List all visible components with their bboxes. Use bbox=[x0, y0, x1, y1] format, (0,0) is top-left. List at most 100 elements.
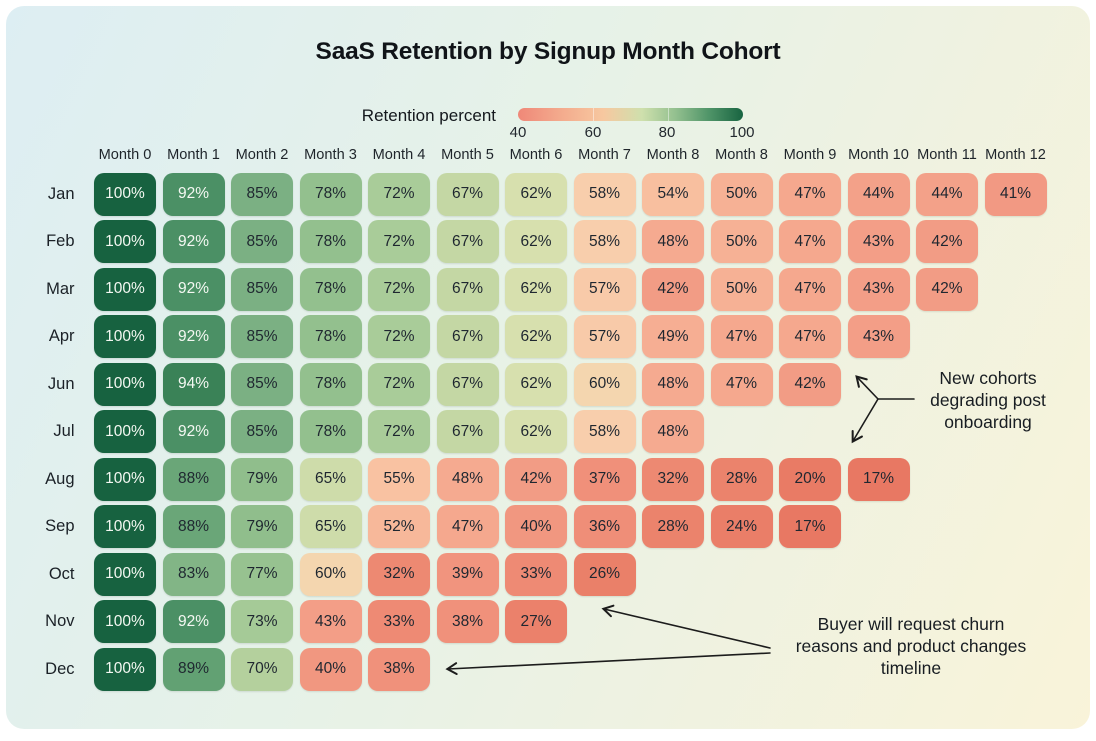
heatmap-cell: 85% bbox=[231, 410, 293, 453]
heatmap-cell: 48% bbox=[642, 362, 704, 406]
heatmap-col-header: Month 9 bbox=[783, 147, 837, 163]
heatmap-col-header: Month 3 bbox=[304, 147, 357, 163]
heatmap-empty-cell bbox=[916, 458, 978, 501]
cohort-heatmap: Month 0 Month 1 Month 2 Month 3 Month 4 Month… bbox=[10, 142, 1047, 691]
heatmap-cell: 24% bbox=[710, 505, 773, 548]
heatmap-cell: 42% bbox=[779, 362, 841, 406]
heatmap-cell: 60% bbox=[299, 552, 362, 596]
heatmap-cell: 100% bbox=[94, 172, 156, 216]
heatmap-cell: 42% bbox=[642, 267, 704, 311]
heatmap-col-header: Month 5 bbox=[441, 147, 494, 163]
heatmap-empty-cell bbox=[711, 553, 773, 596]
heatmap-empty-cell bbox=[985, 268, 1047, 311]
heatmap-cell: 72% bbox=[368, 315, 430, 358]
heatmap-cell: 67% bbox=[436, 220, 499, 263]
heatmap-cell: 78% bbox=[299, 267, 362, 311]
heatmap-col-header: Month 0 bbox=[98, 147, 152, 163]
heatmap-empty-cell bbox=[642, 600, 704, 643]
annotation-line: degrading post bbox=[930, 390, 1046, 410]
heatmap-cell: 28% bbox=[710, 457, 773, 501]
heatmap-cell: 85% bbox=[231, 220, 293, 263]
heatmap-cell: 47% bbox=[779, 315, 841, 358]
heatmap-empty-cell bbox=[505, 648, 567, 691]
heatmap-cell: 47% bbox=[779, 267, 841, 311]
heatmap-cell: 52% bbox=[368, 505, 430, 548]
heatmap-empty-cell bbox=[916, 315, 978, 358]
heatmap-cell: 55% bbox=[368, 457, 430, 501]
heatmap-cell: 62% bbox=[505, 315, 567, 358]
annotation-churn: Buyer will request churn reasons and pro… bbox=[772, 613, 1050, 679]
heatmap-cell: 49% bbox=[642, 315, 704, 358]
heatmap-cell: 77% bbox=[231, 552, 293, 596]
heatmap-cell: 100% bbox=[94, 552, 156, 596]
heatmap-cell: 62% bbox=[505, 267, 567, 311]
heatmap-empty-cell bbox=[711, 648, 773, 691]
heatmap-cell: 47% bbox=[779, 172, 841, 216]
heatmap-row-label: Feb bbox=[46, 232, 75, 250]
heatmap-cell: 40% bbox=[505, 505, 567, 548]
heatmap-cell: 65% bbox=[299, 457, 362, 501]
heatmap-col-header: Month 6 bbox=[509, 147, 563, 163]
heatmap-cell: 44% bbox=[847, 172, 910, 216]
heatmap-empty-cell bbox=[985, 220, 1047, 263]
heatmap-empty-cell bbox=[437, 648, 499, 691]
heatmap-cell: 48% bbox=[436, 457, 499, 501]
heatmap-col-header: Month 11 bbox=[917, 147, 977, 163]
heatmap-empty-cell bbox=[779, 410, 841, 453]
heatmap-cell: 43% bbox=[299, 600, 362, 643]
heatmap-cell: 67% bbox=[436, 362, 499, 406]
heatmap-col-header: Month 4 bbox=[372, 147, 426, 163]
heatmap-cell: 57% bbox=[573, 267, 636, 311]
heatmap-cell: 50% bbox=[710, 267, 773, 311]
heatmap-cell: 67% bbox=[436, 410, 499, 453]
heatmap-cell: 47% bbox=[710, 315, 773, 358]
legend-label: Retention percent bbox=[361, 106, 496, 125]
heatmap-cell: 100% bbox=[94, 410, 156, 453]
heatmap-cell: 72% bbox=[368, 362, 430, 406]
heatmap-cell: 92% bbox=[162, 410, 225, 453]
legend-tick-80: 80 bbox=[658, 124, 676, 141]
heatmap-cell: 92% bbox=[162, 315, 225, 358]
heatmap-cell: 58% bbox=[573, 220, 636, 263]
heatmap-cell: 67% bbox=[436, 315, 499, 358]
heatmap-cell: 60% bbox=[573, 362, 636, 406]
heatmap-cell: 72% bbox=[368, 267, 430, 311]
heatmap-cell: 100% bbox=[94, 600, 156, 643]
heatmap-row-label: Nov bbox=[45, 612, 75, 630]
heatmap-cell: 70% bbox=[231, 647, 293, 691]
heatmap-col-header: Month 12 bbox=[985, 147, 1046, 163]
heatmap-cell: 33% bbox=[505, 552, 567, 596]
heatmap-cell: 79% bbox=[231, 457, 293, 501]
legend-gradient-bar bbox=[518, 108, 743, 121]
heatmap-cell: 38% bbox=[436, 600, 499, 643]
heatmap-row-label: Aug bbox=[45, 469, 75, 488]
heatmap-cell: 47% bbox=[436, 505, 499, 548]
heatmap-cell: 47% bbox=[779, 220, 841, 263]
heatmap-cell: 100% bbox=[94, 362, 156, 406]
heatmap-cell: 62% bbox=[505, 410, 567, 453]
heatmap-cell: 37% bbox=[573, 457, 636, 501]
heatmap-cell: 33% bbox=[368, 600, 430, 643]
heatmap-cell: 92% bbox=[162, 267, 225, 311]
heatmap-cell: 100% bbox=[94, 267, 156, 311]
heatmap-empty-cell bbox=[985, 553, 1047, 596]
heatmap-cell: 62% bbox=[505, 220, 567, 263]
heatmap-empty-cell bbox=[848, 505, 910, 548]
heatmap-empty-cell bbox=[574, 648, 636, 691]
heatmap-col-header: Month 8 bbox=[715, 147, 768, 163]
heatmap-cell: 72% bbox=[368, 220, 430, 263]
heatmap-cell: 43% bbox=[847, 220, 910, 263]
heatmap-cell: 78% bbox=[299, 362, 362, 406]
heatmap-cell: 44% bbox=[916, 172, 978, 216]
heatmap-cell: 85% bbox=[231, 315, 293, 358]
heatmap-cell: 17% bbox=[779, 505, 841, 548]
heatmap-cell: 85% bbox=[231, 362, 293, 406]
heatmap-cell: 41% bbox=[984, 172, 1047, 216]
annotation-onboarding: New cohorts degrading post onboarding bbox=[894, 367, 1082, 433]
legend-tick-60: 60 bbox=[584, 124, 602, 141]
legend-tick-mark bbox=[592, 108, 595, 121]
heatmap-cell: 85% bbox=[231, 172, 293, 216]
heatmap-empty-cell bbox=[574, 600, 636, 643]
heatmap-col-header: Month 8 bbox=[646, 147, 700, 163]
annotation-line: New cohorts bbox=[939, 368, 1037, 388]
